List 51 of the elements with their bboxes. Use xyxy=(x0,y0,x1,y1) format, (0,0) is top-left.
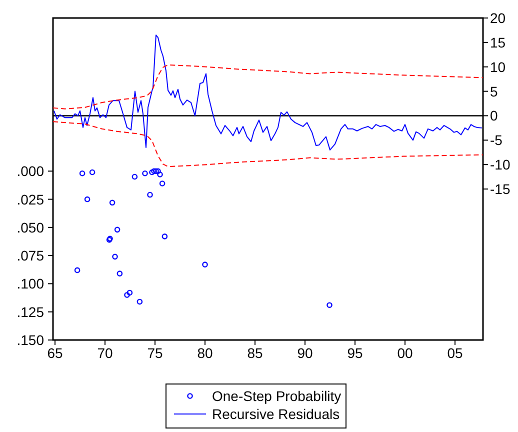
x-tick-label: 70 xyxy=(97,345,113,361)
y-tick-label: .075 xyxy=(16,248,44,264)
y2-tick-label: -10 xyxy=(490,156,510,173)
point xyxy=(124,292,130,298)
point xyxy=(147,192,153,198)
x-tick-label: 65 xyxy=(47,345,63,361)
point xyxy=(89,169,96,176)
point xyxy=(155,168,161,174)
point xyxy=(149,169,155,176)
point xyxy=(326,302,332,308)
point xyxy=(132,174,138,180)
x-tick-label: 95 xyxy=(347,345,363,361)
x-tick-label: 90 xyxy=(297,345,313,361)
y-tick-label: .150 xyxy=(16,332,44,348)
y2-tick-label: 5 xyxy=(490,83,498,100)
point xyxy=(162,234,168,240)
point xyxy=(151,168,157,174)
point xyxy=(136,298,143,305)
x-tick-label: 75 xyxy=(147,345,163,361)
point xyxy=(157,172,163,178)
legend-label: Recursive Residuals xyxy=(212,406,340,422)
y-tick-label: .000 xyxy=(16,163,44,180)
point xyxy=(112,254,118,260)
legend-label: One-Step Probability xyxy=(212,388,342,404)
y2-tick-label: 10 xyxy=(490,58,506,75)
y2-tick-label: -15 xyxy=(490,181,510,198)
point xyxy=(116,270,123,276)
point xyxy=(84,196,90,202)
y2-tick-label: 15 xyxy=(490,34,506,50)
line-series xyxy=(52,121,484,168)
x-tick-label: 80 xyxy=(197,345,213,361)
point xyxy=(126,290,133,296)
x-tick-label: 00 xyxy=(397,345,413,361)
y-tick-label: .125 xyxy=(16,304,44,320)
y2-tick-label: 20 xyxy=(490,10,506,26)
y-tick-label: .100 xyxy=(16,276,44,292)
y2-tick-label: -5 xyxy=(490,132,503,148)
y-tick-label: .050 xyxy=(16,219,44,236)
point xyxy=(202,262,208,268)
line-series xyxy=(52,64,484,110)
point xyxy=(142,170,148,176)
point xyxy=(109,200,116,206)
x-tick-label: 85 xyxy=(247,345,263,361)
point xyxy=(114,226,120,233)
y2-tick-label: 0 xyxy=(490,108,498,124)
x-tick-label: 05 xyxy=(447,345,463,361)
y-tick-label: .025 xyxy=(16,191,44,208)
point xyxy=(79,170,86,176)
point xyxy=(153,168,159,174)
point xyxy=(159,180,166,186)
point xyxy=(74,267,80,274)
